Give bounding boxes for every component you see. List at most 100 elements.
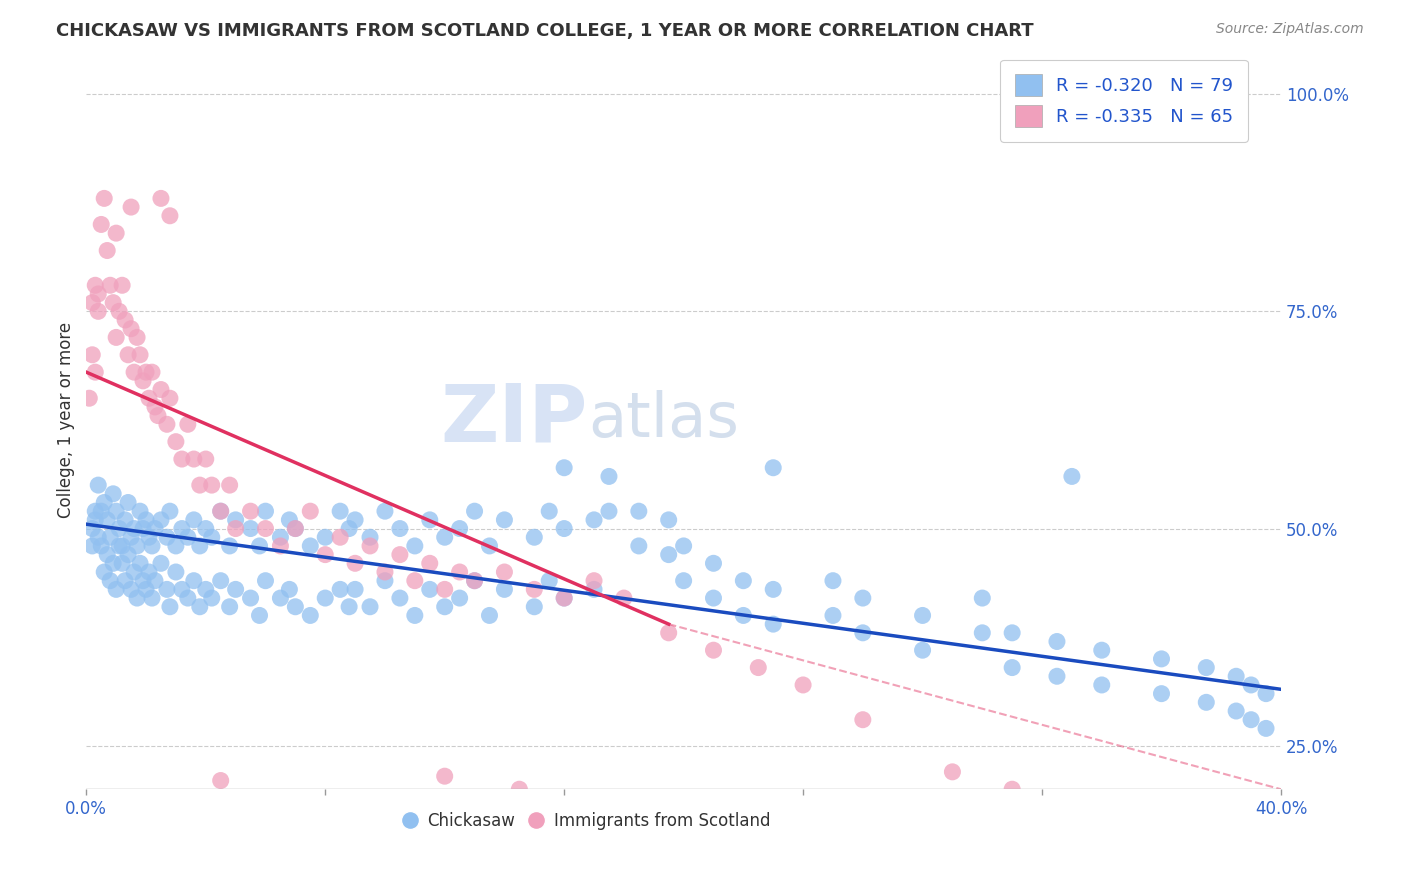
Point [598, 469, 620, 483]
Point [1225, 669, 1247, 683]
Point [284, 599, 307, 614]
Point [1001, 625, 1024, 640]
Point [911, 608, 934, 623]
Point [388, 548, 411, 562]
Point [138, 565, 160, 579]
Point [1091, 678, 1114, 692]
Point [143, 400, 166, 414]
Point [177, 417, 200, 432]
Point [149, 383, 172, 397]
Point [941, 764, 963, 779]
Point [249, 608, 271, 623]
Point [792, 678, 814, 692]
Point [170, 582, 193, 597]
Point [209, 773, 232, 788]
Point [344, 513, 367, 527]
Y-axis label: College, 1 year or more: College, 1 year or more [58, 322, 75, 518]
Point [329, 504, 352, 518]
Point [135, 365, 157, 379]
Point [201, 591, 224, 605]
Point [156, 530, 179, 544]
Point [449, 522, 471, 536]
Point [553, 460, 575, 475]
Point [96, 513, 118, 527]
Point [132, 522, 155, 536]
Point [225, 522, 247, 536]
Point [117, 348, 139, 362]
Point [314, 548, 336, 562]
Point [117, 548, 139, 562]
Point [269, 530, 291, 544]
Point [165, 539, 187, 553]
Point [149, 557, 172, 571]
Point [508, 782, 530, 797]
Point [433, 582, 456, 597]
Point [84, 513, 107, 527]
Point [478, 608, 501, 623]
Point [188, 599, 211, 614]
Point [269, 539, 291, 553]
Point [125, 330, 148, 344]
Point [77, 391, 100, 405]
Point [658, 513, 681, 527]
Point [149, 191, 172, 205]
Point [627, 539, 650, 553]
Point [733, 574, 755, 588]
Point [464, 574, 486, 588]
Point [209, 504, 232, 518]
Point [129, 504, 152, 518]
Point [523, 530, 546, 544]
Point [278, 513, 301, 527]
Point [159, 599, 181, 614]
Point [209, 574, 232, 588]
Text: ZIP: ZIP [441, 381, 588, 459]
Point [108, 304, 131, 318]
Point [538, 574, 561, 588]
Point [672, 574, 695, 588]
Point [852, 625, 875, 640]
Text: Source: ZipAtlas.com: Source: ZipAtlas.com [1216, 22, 1364, 37]
Point [658, 548, 681, 562]
Point [111, 278, 134, 293]
Point [388, 591, 411, 605]
Point [582, 582, 605, 597]
Point [1060, 469, 1083, 483]
Point [129, 348, 152, 362]
Point [419, 513, 441, 527]
Point [108, 522, 131, 536]
Point [177, 591, 200, 605]
Point [114, 574, 136, 588]
Point [284, 522, 307, 536]
Point [111, 539, 134, 553]
Point [1001, 660, 1024, 674]
Point [201, 478, 224, 492]
Point [478, 539, 501, 553]
Point [972, 591, 994, 605]
Point [165, 434, 187, 449]
Point [93, 191, 115, 205]
Point [254, 522, 277, 536]
Point [553, 591, 575, 605]
Point [90, 539, 112, 553]
Point [84, 278, 107, 293]
Point [105, 582, 128, 597]
Point [183, 452, 205, 467]
Point [114, 313, 136, 327]
Point [449, 565, 471, 579]
Point [105, 226, 128, 240]
Point [122, 565, 145, 579]
Point [1195, 695, 1218, 709]
Point [344, 557, 367, 571]
Point [374, 565, 396, 579]
Point [194, 522, 217, 536]
Point [98, 530, 121, 544]
Point [209, 504, 232, 518]
Point [702, 591, 724, 605]
Point [359, 530, 381, 544]
Point [105, 330, 128, 344]
Point [82, 295, 104, 310]
Point [117, 495, 139, 509]
Point [87, 287, 110, 301]
Point [120, 582, 142, 597]
Point [111, 557, 134, 571]
